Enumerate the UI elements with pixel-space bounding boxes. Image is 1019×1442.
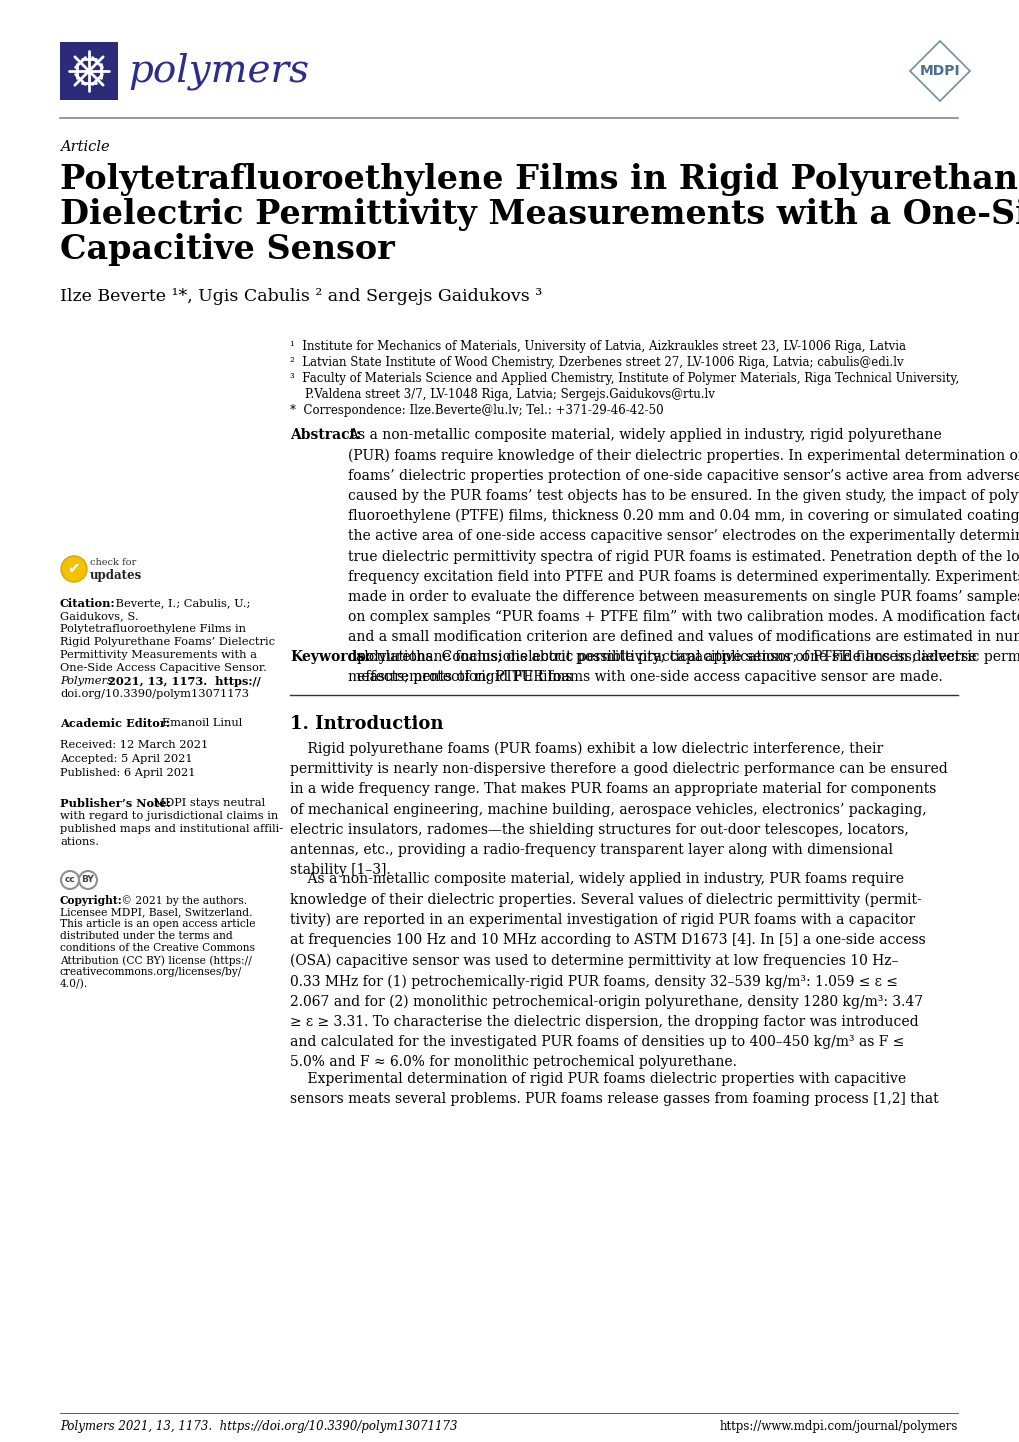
Text: Emanoil Linul: Emanoil Linul — [162, 718, 243, 728]
Bar — [60, 42, 118, 99]
Text: Copyright:: Copyright: — [60, 895, 122, 906]
Text: published maps and institutional affili-: published maps and institutional affili- — [60, 823, 283, 833]
Text: Received: 12 March 2021: Received: 12 March 2021 — [60, 740, 208, 750]
Text: Permittivity Measurements with a: Permittivity Measurements with a — [60, 650, 257, 660]
Wedge shape — [61, 557, 87, 583]
Polygon shape — [909, 40, 969, 101]
Text: Polymers 2021, 13, 1173.  https://doi.org/10.3390/polym13071173: Polymers 2021, 13, 1173. https://doi.org… — [60, 1420, 458, 1433]
Text: Accepted: 5 April 2021: Accepted: 5 April 2021 — [60, 754, 193, 764]
Text: Dielectric Permittivity Measurements with a One-Side Access: Dielectric Permittivity Measurements wit… — [60, 198, 1019, 231]
Text: polymers: polymers — [127, 52, 309, 89]
Text: https://www.mdpi.com/journal/polymers: https://www.mdpi.com/journal/polymers — [719, 1420, 957, 1433]
Text: Citation:: Citation: — [60, 598, 115, 609]
Text: ✔: ✔ — [67, 561, 81, 577]
Text: check for: check for — [90, 558, 137, 567]
Text: doi.org/10.3390/polym13071173: doi.org/10.3390/polym13071173 — [60, 689, 249, 699]
Text: Gaidukovs, S.: Gaidukovs, S. — [60, 611, 139, 622]
Text: BY: BY — [82, 875, 95, 884]
Text: with regard to jurisdictional claims in: with regard to jurisdictional claims in — [60, 810, 278, 820]
Text: Article: Article — [60, 140, 109, 154]
Text: MDPI: MDPI — [919, 63, 959, 78]
Text: This article is an open access article: This article is an open access article — [60, 919, 255, 929]
Text: Academic Editor:: Academic Editor: — [60, 718, 170, 730]
Text: Published: 6 April 2021: Published: 6 April 2021 — [60, 769, 196, 779]
Text: Beverte, I.; Cabulis, U.;: Beverte, I.; Cabulis, U.; — [112, 598, 250, 609]
Text: Polytetrafluoroethylene Films in: Polytetrafluoroethylene Films in — [60, 624, 246, 634]
Text: One-Side Access Capacitive Sensor.: One-Side Access Capacitive Sensor. — [60, 663, 267, 673]
Text: *  Correspondence: Ilze.Beverte@lu.lv; Tel.: +371-29-46-42-50: * Correspondence: Ilze.Beverte@lu.lv; Te… — [289, 404, 663, 417]
Text: 4.0/).: 4.0/). — [60, 979, 89, 989]
Text: Experimental determination of rigid PUR foams dielectric properties with capacit: Experimental determination of rigid PUR … — [289, 1071, 937, 1106]
Text: © 2021 by the authors.: © 2021 by the authors. — [118, 895, 247, 906]
Text: 2021, 13, 1173.  https://: 2021, 13, 1173. https:// — [104, 676, 261, 686]
Text: ations.: ations. — [60, 836, 99, 846]
Text: P.Valdena street 3/7, LV-1048 Riga, Latvia; Sergejs.Gaidukovs@rtu.lv: P.Valdena street 3/7, LV-1048 Riga, Latv… — [289, 388, 714, 401]
Text: polyurethane foams; dielectric permittivity; capacitive sensor; one-side access;: polyurethane foams; dielectric permittiv… — [357, 650, 975, 684]
Circle shape — [78, 871, 97, 890]
Text: Abstract:: Abstract: — [289, 428, 361, 443]
Text: Polymers: Polymers — [60, 676, 113, 686]
Text: Licensee MDPI, Basel, Switzerland.: Licensee MDPI, Basel, Switzerland. — [60, 907, 253, 917]
Text: Polytetrafluoroethylene Films in Rigid Polyurethane Foams’: Polytetrafluoroethylene Films in Rigid P… — [60, 163, 1019, 196]
Text: ²  Latvian State Institute of Wood Chemistry, Dzerbenes street 27, LV-1006 Riga,: ² Latvian State Institute of Wood Chemis… — [289, 356, 903, 369]
Circle shape — [61, 871, 78, 890]
Text: ¹  Institute for Mechanics of Materials, University of Latvia, Aizkraukles stree: ¹ Institute for Mechanics of Materials, … — [289, 340, 905, 353]
Text: updates: updates — [90, 570, 142, 583]
Text: creativecommons.org/licenses/by/: creativecommons.org/licenses/by/ — [60, 968, 243, 978]
Text: MDPI stays neutral: MDPI stays neutral — [150, 797, 265, 808]
Text: Publisher’s Note:: Publisher’s Note: — [60, 797, 170, 809]
Text: As a non-metallic composite material, widely applied in industry, PUR foams requ: As a non-metallic composite material, wi… — [289, 872, 925, 1070]
Text: Capacitive Sensor: Capacitive Sensor — [60, 234, 394, 265]
Text: ³  Faculty of Materials Science and Applied Chemistry, Institute of Polymer Mate: ³ Faculty of Materials Science and Appli… — [289, 372, 958, 385]
Text: distributed under the terms and: distributed under the terms and — [60, 932, 232, 942]
Text: Rigid polyurethane foams (PUR foams) exhibit a low dielectric interference, thei: Rigid polyurethane foams (PUR foams) exh… — [289, 743, 947, 877]
Text: Ilze Beverte ¹*, Ugis Cabulis ² and Sergejs Gaidukovs ³: Ilze Beverte ¹*, Ugis Cabulis ² and Serg… — [60, 288, 542, 306]
Text: cc: cc — [64, 875, 75, 884]
Text: As a non-metallic composite material, widely applied in industry, rigid polyuret: As a non-metallic composite material, wi… — [347, 428, 1019, 684]
Text: Attribution (CC BY) license (https://: Attribution (CC BY) license (https:// — [60, 955, 252, 966]
Text: 1. Introduction: 1. Introduction — [289, 715, 443, 733]
Text: Keywords:: Keywords: — [289, 650, 370, 663]
Text: Rigid Polyurethane Foams’ Dielectric: Rigid Polyurethane Foams’ Dielectric — [60, 637, 275, 647]
Text: conditions of the Creative Commons: conditions of the Creative Commons — [60, 943, 255, 953]
